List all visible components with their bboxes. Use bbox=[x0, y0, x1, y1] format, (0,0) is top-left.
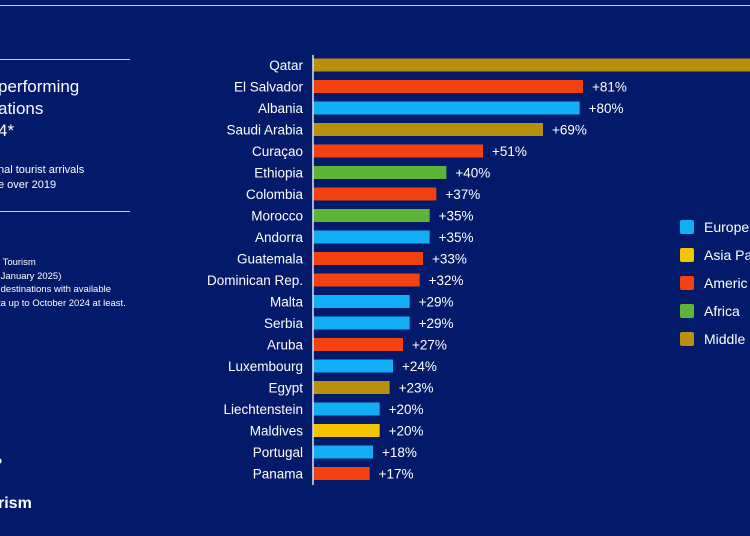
bar bbox=[313, 166, 447, 179]
bar bbox=[313, 273, 420, 287]
category-label: Ethiopia bbox=[254, 166, 303, 181]
legend-swatch bbox=[680, 220, 694, 234]
bar bbox=[313, 295, 410, 308]
value-label: +18% bbox=[382, 445, 417, 460]
chart-title: performing ations 4* bbox=[0, 76, 138, 142]
value-label: +20% bbox=[389, 402, 424, 417]
source-note: l Tourism January 2025) destinations wit… bbox=[0, 256, 126, 310]
category-label: Albania bbox=[258, 101, 304, 116]
title-line: ations bbox=[0, 99, 44, 118]
panel-divider-top bbox=[0, 59, 130, 60]
category-label: Aruba bbox=[267, 338, 304, 353]
category-label: Liechtenstein bbox=[223, 402, 303, 417]
category-label: Malta bbox=[270, 295, 304, 310]
bar bbox=[313, 187, 437, 201]
category-label: Curaçao bbox=[252, 144, 303, 159]
value-label: +33% bbox=[432, 252, 467, 267]
top-divider bbox=[0, 5, 750, 6]
legend-item: Africa bbox=[680, 303, 740, 319]
value-label: +32% bbox=[429, 273, 464, 288]
category-label: Dominican Rep. bbox=[207, 273, 303, 288]
bar bbox=[313, 381, 390, 394]
category-label: Colombia bbox=[246, 187, 304, 202]
legend-swatch bbox=[680, 248, 694, 262]
title-line: performing bbox=[0, 77, 80, 96]
legend-swatch bbox=[680, 276, 694, 290]
legend-swatch bbox=[680, 332, 694, 346]
legend-item: Middle bbox=[680, 331, 745, 347]
value-label: +24% bbox=[402, 359, 437, 374]
source-line: ta up to October 2024 at least. bbox=[0, 297, 126, 309]
value-label: +40% bbox=[455, 166, 490, 181]
bar bbox=[313, 144, 483, 158]
value-label: +17% bbox=[379, 467, 414, 482]
category-label: Morocco bbox=[251, 209, 303, 224]
brand-name: rism bbox=[0, 495, 32, 512]
value-label: +80% bbox=[589, 101, 624, 116]
value-label: +20% bbox=[389, 424, 424, 439]
value-label: +27% bbox=[412, 338, 447, 353]
legend-label: Middle bbox=[704, 331, 746, 347]
chart-subtitle: nal tourist arrivals e over 2019 bbox=[0, 163, 84, 193]
title-line: 4* bbox=[0, 121, 15, 140]
value-label: +69% bbox=[552, 123, 587, 138]
panel-divider-bottom bbox=[0, 211, 130, 212]
bar bbox=[313, 338, 403, 351]
legend-label: Asia Pa bbox=[704, 247, 750, 263]
category-label: El Salvador bbox=[234, 80, 304, 95]
legend-item: Americ bbox=[680, 275, 748, 291]
bar bbox=[313, 80, 583, 93]
bar bbox=[313, 402, 380, 416]
category-label: Panama bbox=[253, 467, 304, 482]
bar bbox=[313, 230, 430, 244]
category-label: Egypt bbox=[268, 381, 303, 396]
category-label: Andorra bbox=[255, 230, 304, 245]
bar bbox=[313, 359, 393, 373]
bar bbox=[313, 58, 750, 72]
category-label: Serbia bbox=[264, 316, 304, 331]
category-label: Guatemala bbox=[237, 252, 304, 267]
legend-label: Africa bbox=[704, 303, 740, 319]
source-line: destinations with available bbox=[0, 284, 112, 295]
value-label: +35% bbox=[439, 209, 474, 224]
subtitle-line: e over 2019 bbox=[0, 179, 57, 191]
bar bbox=[313, 424, 380, 437]
bar bbox=[313, 467, 370, 480]
source-line: l Tourism bbox=[0, 257, 36, 268]
value-label: +51% bbox=[492, 144, 527, 159]
category-label: Qatar bbox=[269, 58, 303, 73]
subtitle-line: nal tourist arrivals bbox=[0, 164, 85, 176]
bar bbox=[313, 445, 373, 459]
legend-label: Americ bbox=[704, 275, 748, 291]
value-label: +81% bbox=[592, 80, 627, 95]
value-label: +23% bbox=[399, 381, 434, 396]
bar bbox=[313, 209, 430, 222]
bar bbox=[313, 101, 580, 115]
bar bbox=[313, 316, 410, 330]
legend-label: Europe bbox=[704, 219, 750, 235]
value-label: +29% bbox=[419, 295, 454, 310]
category-label: Portugal bbox=[253, 445, 303, 460]
category-label: Maldives bbox=[250, 424, 304, 439]
source-line: January 2025) bbox=[0, 270, 62, 282]
category-label: Saudi Arabia bbox=[226, 123, 303, 138]
legend-item: Europe bbox=[680, 219, 749, 235]
value-label: +37% bbox=[445, 187, 480, 202]
bar bbox=[313, 123, 543, 136]
logo-icon: ◗ bbox=[0, 452, 5, 468]
value-label: +29% bbox=[419, 316, 454, 331]
legend-item: Asia Pa bbox=[680, 247, 750, 263]
bar bbox=[313, 252, 423, 265]
legend-swatch bbox=[680, 304, 694, 318]
category-label: Luxembourg bbox=[228, 359, 303, 374]
value-label: +35% bbox=[439, 230, 474, 245]
